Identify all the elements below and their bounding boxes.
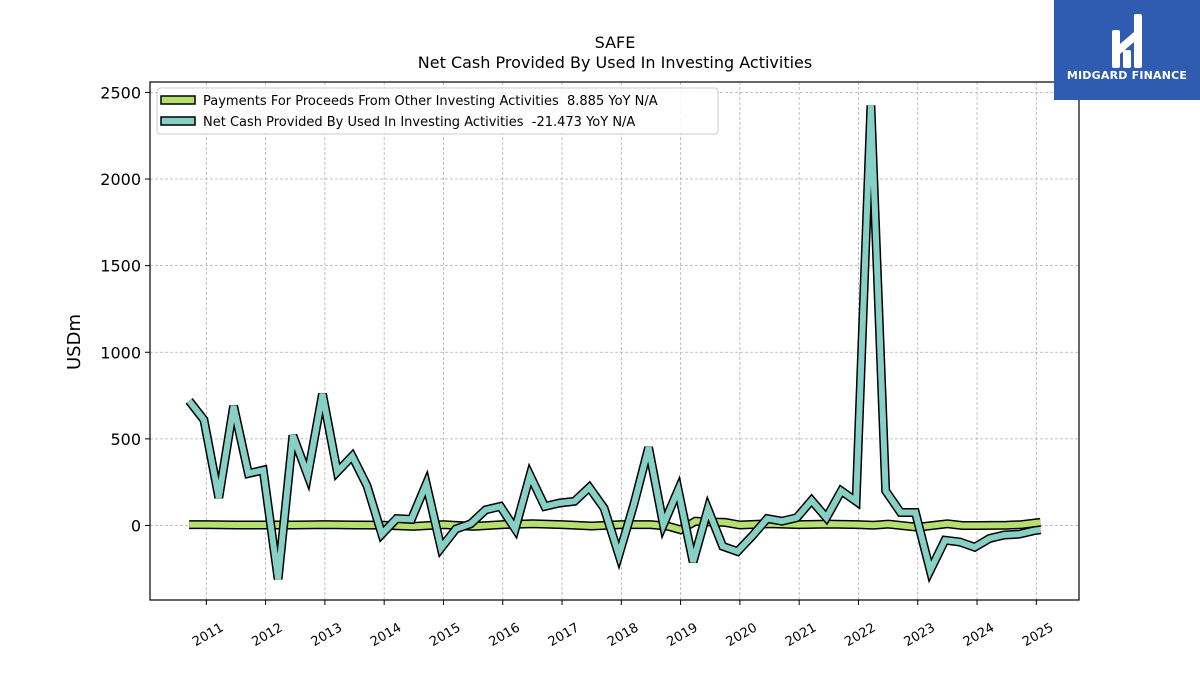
legend-box [156, 87, 719, 135]
legend-swatch-1 [160, 116, 196, 126]
x-axis: 2011 2012 2013 2014 2015 2016 2017 2018 2019 2020… [190, 600, 1056, 650]
x-tick-label: 2018 [605, 620, 641, 650]
y-tick-label: 1000 [100, 343, 141, 362]
x-tick-label: 2012 [249, 620, 285, 650]
legend-label-0: Payments For Proceeds From Other Investi… [203, 94, 658, 109]
x-tick-label: 2025 [1020, 620, 1056, 650]
y-tick-label: 1500 [100, 257, 141, 276]
plot-frame [149, 81, 1080, 601]
series-1-line [186, 105, 1041, 580]
y-tick-label: 500 [110, 430, 141, 449]
x-tick-label: 2015 [427, 620, 463, 650]
y-tick-label: 0 [131, 517, 141, 536]
chart-title: SAFE [595, 33, 636, 52]
series-1-outline [185, 105, 1042, 584]
x-tick-label: 2020 [724, 620, 760, 650]
x-tick-label: 2017 [546, 620, 582, 650]
x-tick-label: 2014 [368, 620, 404, 650]
x-tick-label: 2011 [190, 620, 226, 650]
x-tick-label: 2022 [842, 620, 878, 650]
brand-logo: MIDGARD FINANCE [1054, 0, 1200, 100]
x-tick-label: 2021 [783, 620, 819, 650]
x-tick-label: 2013 [309, 620, 345, 650]
legend: Payments For Proceeds From Other Investi… [156, 87, 719, 135]
x-tick-label: 2016 [487, 620, 523, 650]
legend-label-1: Net Cash Provided By Used In Investing A… [203, 115, 635, 130]
series-layer [185, 105, 1042, 584]
x-tick-label: 2023 [902, 620, 938, 650]
legend-swatch-0 [160, 95, 196, 105]
y-tick-label: 2000 [100, 170, 141, 189]
y-tick-label: 2500 [100, 83, 141, 102]
logo-mark-icon [1112, 14, 1142, 68]
x-tick-label: 2019 [664, 620, 700, 650]
logo-text: MIDGARD FINANCE [1066, 69, 1188, 82]
x-tick-label: 2024 [961, 620, 997, 650]
y-axis: 0 500 1000 1500 2000 2500 [100, 83, 150, 536]
chart-subtitle: Net Cash Provided By Used In Investing A… [418, 53, 812, 72]
y-axis-label: USDm [64, 314, 85, 370]
series-0-line [189, 518, 1041, 534]
